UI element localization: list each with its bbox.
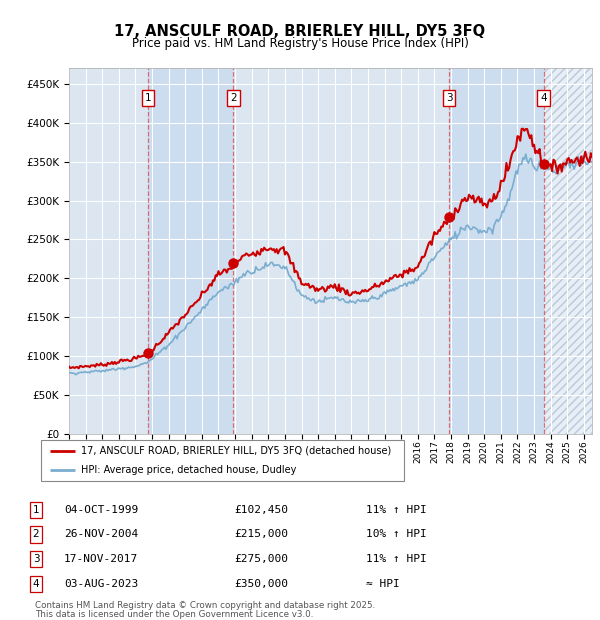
Bar — [148, 68, 233, 434]
Text: 2: 2 — [230, 93, 237, 103]
Text: HPI: Average price, detached house, Dudley: HPI: Average price, detached house, Dudl… — [81, 466, 296, 476]
Text: 4: 4 — [541, 93, 547, 103]
Bar — [449, 68, 544, 434]
Text: 11% ↑ HPI: 11% ↑ HPI — [366, 505, 427, 515]
FancyBboxPatch shape — [41, 440, 404, 481]
Text: £215,000: £215,000 — [234, 529, 288, 539]
Text: £275,000: £275,000 — [234, 554, 288, 564]
Text: 3: 3 — [32, 554, 40, 564]
Text: 2: 2 — [32, 529, 40, 539]
Text: 17-NOV-2017: 17-NOV-2017 — [64, 554, 139, 564]
Text: 11% ↑ HPI: 11% ↑ HPI — [366, 554, 427, 564]
Text: £102,450: £102,450 — [234, 505, 288, 515]
Text: 17, ANSCULF ROAD, BRIERLEY HILL, DY5 3FQ: 17, ANSCULF ROAD, BRIERLEY HILL, DY5 3FQ — [115, 24, 485, 38]
Text: 1: 1 — [32, 505, 40, 515]
Text: This data is licensed under the Open Government Licence v3.0.: This data is licensed under the Open Gov… — [35, 610, 313, 619]
Text: Price paid vs. HM Land Registry's House Price Index (HPI): Price paid vs. HM Land Registry's House … — [131, 37, 469, 50]
Text: 3: 3 — [446, 93, 452, 103]
Text: £350,000: £350,000 — [234, 579, 288, 589]
Text: ≈ HPI: ≈ HPI — [366, 579, 400, 589]
Text: 4: 4 — [32, 579, 40, 589]
Text: 1: 1 — [145, 93, 151, 103]
Text: Contains HM Land Registry data © Crown copyright and database right 2025.: Contains HM Land Registry data © Crown c… — [35, 601, 375, 609]
Text: 26-NOV-2004: 26-NOV-2004 — [64, 529, 139, 539]
Text: 17, ANSCULF ROAD, BRIERLEY HILL, DY5 3FQ (detached house): 17, ANSCULF ROAD, BRIERLEY HILL, DY5 3FQ… — [81, 446, 391, 456]
Text: 03-AUG-2023: 03-AUG-2023 — [64, 579, 139, 589]
Bar — [544, 68, 592, 434]
Text: 10% ↑ HPI: 10% ↑ HPI — [366, 529, 427, 539]
Text: 04-OCT-1999: 04-OCT-1999 — [64, 505, 139, 515]
